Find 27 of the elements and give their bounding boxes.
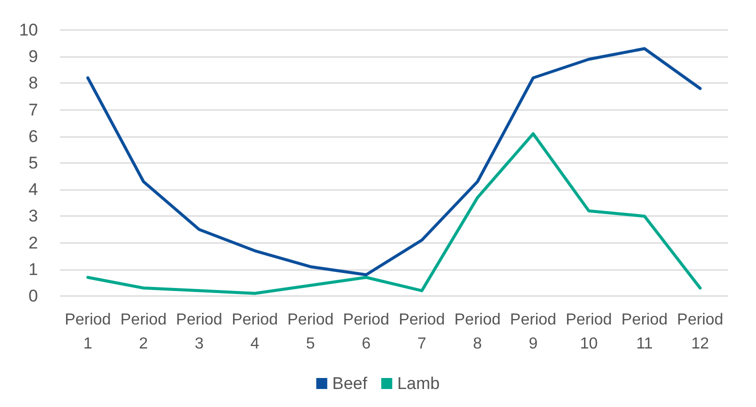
y-tick-label: 9: [28, 47, 38, 66]
x-tick-label: Period 7: [398, 312, 445, 352]
line-series: [86, 47, 702, 276]
x-tick-label: Period 12: [677, 312, 724, 352]
x-tick-label: Period 11: [621, 312, 668, 352]
y-tick-label: 6: [28, 126, 38, 146]
x-tick-label: Period 8: [454, 312, 501, 352]
y-tick-label: 0: [28, 286, 38, 306]
x-tick-label: Period 6: [343, 312, 390, 352]
legend-label: Lamb: [397, 374, 440, 393]
x-tick-label: Period 5: [287, 312, 334, 352]
x-tick-label: Period 2: [120, 312, 167, 352]
y-tick-label: 2: [28, 233, 38, 252]
y-tick-label: 7: [28, 100, 38, 120]
y-tick-label: 1: [28, 260, 38, 279]
x-tick-label: Period 10: [566, 312, 612, 352]
x-tick-label: Period 1: [64, 312, 111, 352]
line-series: [86, 132, 702, 295]
x-tick-label: Period 4: [232, 312, 278, 352]
y-tick-label: 10: [19, 20, 38, 40]
x-tick-label: Period 9: [510, 312, 556, 352]
x-tick-label: Period 3: [176, 312, 222, 352]
legend-label: Beef: [332, 374, 368, 393]
y-tick-label: 4: [28, 180, 38, 200]
y-tick-label: 5: [28, 154, 38, 172]
y-tick-label: 8: [28, 74, 38, 93]
y-tick-label: 3: [28, 206, 38, 226]
